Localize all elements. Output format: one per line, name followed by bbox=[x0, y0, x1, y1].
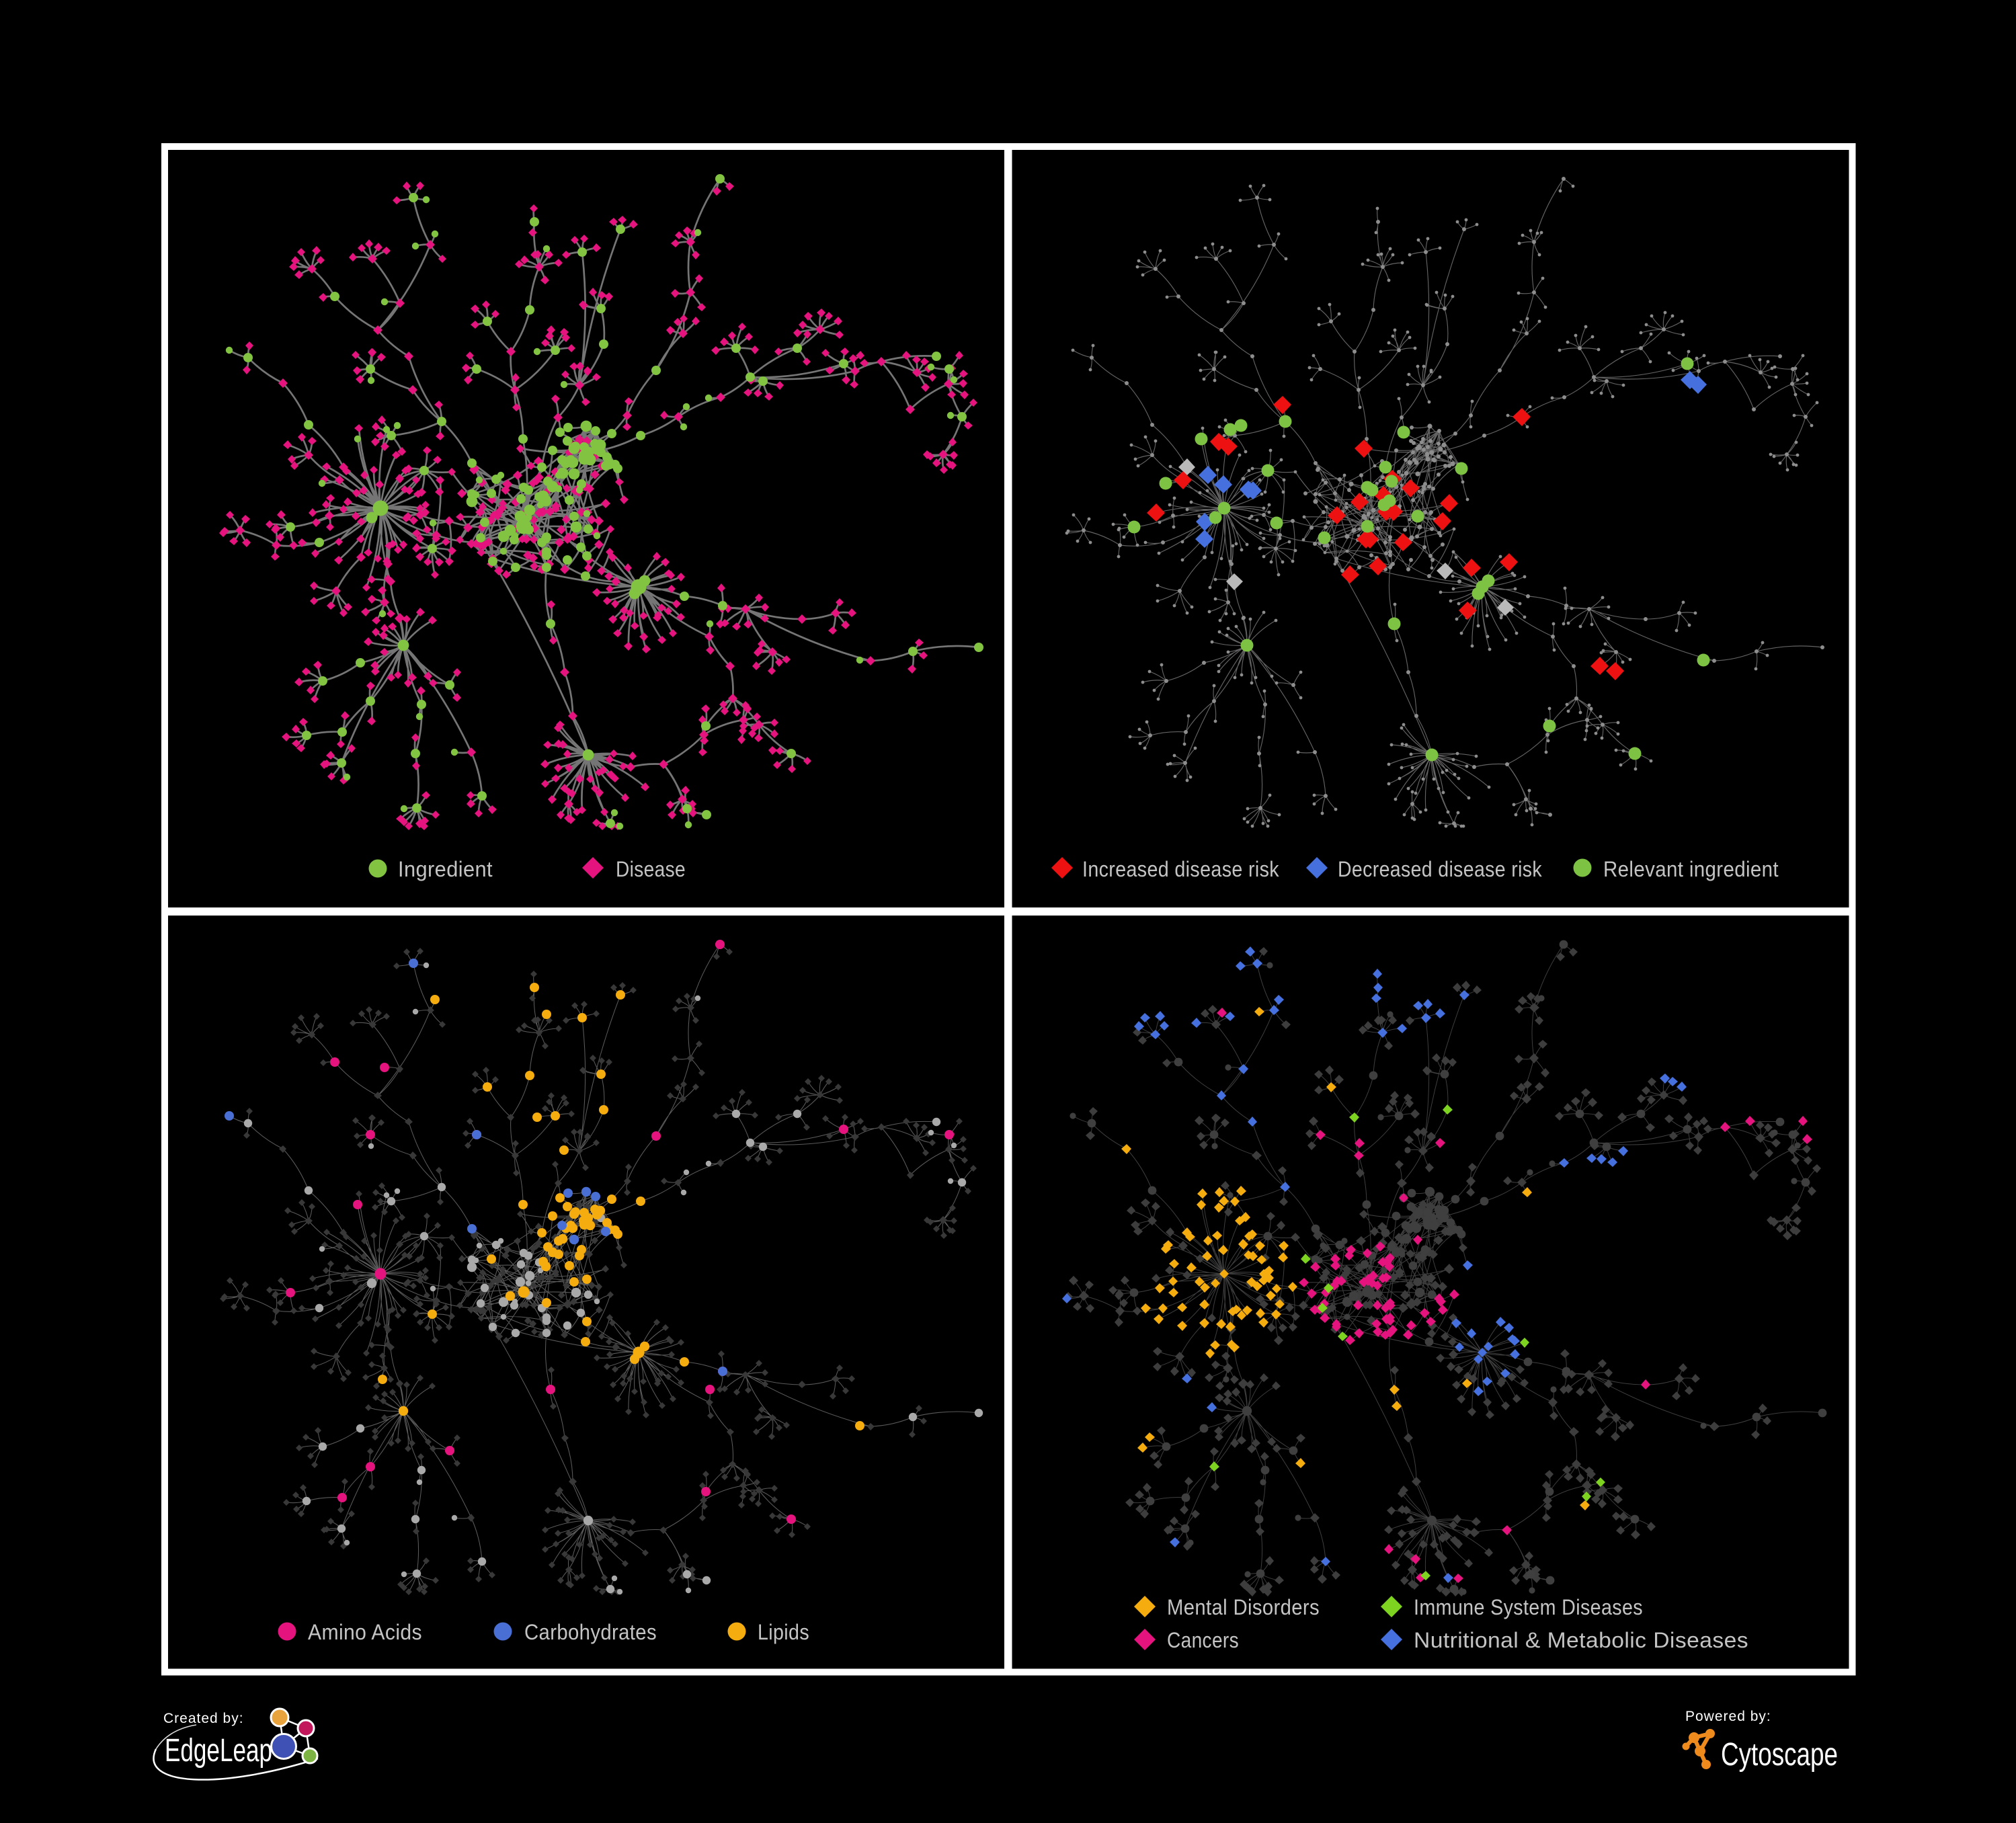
svg-text:Immune System Diseases: Immune System Diseases bbox=[1414, 1595, 1643, 1619]
svg-text:Created by:: Created by: bbox=[163, 1711, 244, 1726]
svg-text:Lipids: Lipids bbox=[758, 1620, 809, 1644]
svg-text:Nutritional & Metabolic Diseas: Nutritional & Metabolic Diseases bbox=[1414, 1628, 1748, 1652]
svg-text:EdgeLeap: EdgeLeap bbox=[165, 1733, 272, 1769]
svg-text:Decreased disease risk: Decreased disease risk bbox=[1338, 857, 1543, 881]
svg-text:Cancers: Cancers bbox=[1167, 1628, 1239, 1652]
svg-text:Relevant ingredient: Relevant ingredient bbox=[1603, 857, 1779, 881]
svg-text:Amino Acids: Amino Acids bbox=[308, 1620, 422, 1644]
svg-text:Ingredient: Ingredient bbox=[398, 857, 493, 881]
svg-text:Mental Disorders: Mental Disorders bbox=[1167, 1595, 1320, 1619]
svg-text:Disease: Disease bbox=[616, 857, 686, 881]
svg-text:Carbohydrates: Carbohydrates bbox=[524, 1620, 657, 1644]
svg-text:Increased disease risk: Increased disease risk bbox=[1082, 857, 1280, 881]
svg-text:Cytoscape: Cytoscape bbox=[1721, 1737, 1838, 1773]
svg-text:Powered by:: Powered by: bbox=[1685, 1709, 1771, 1724]
